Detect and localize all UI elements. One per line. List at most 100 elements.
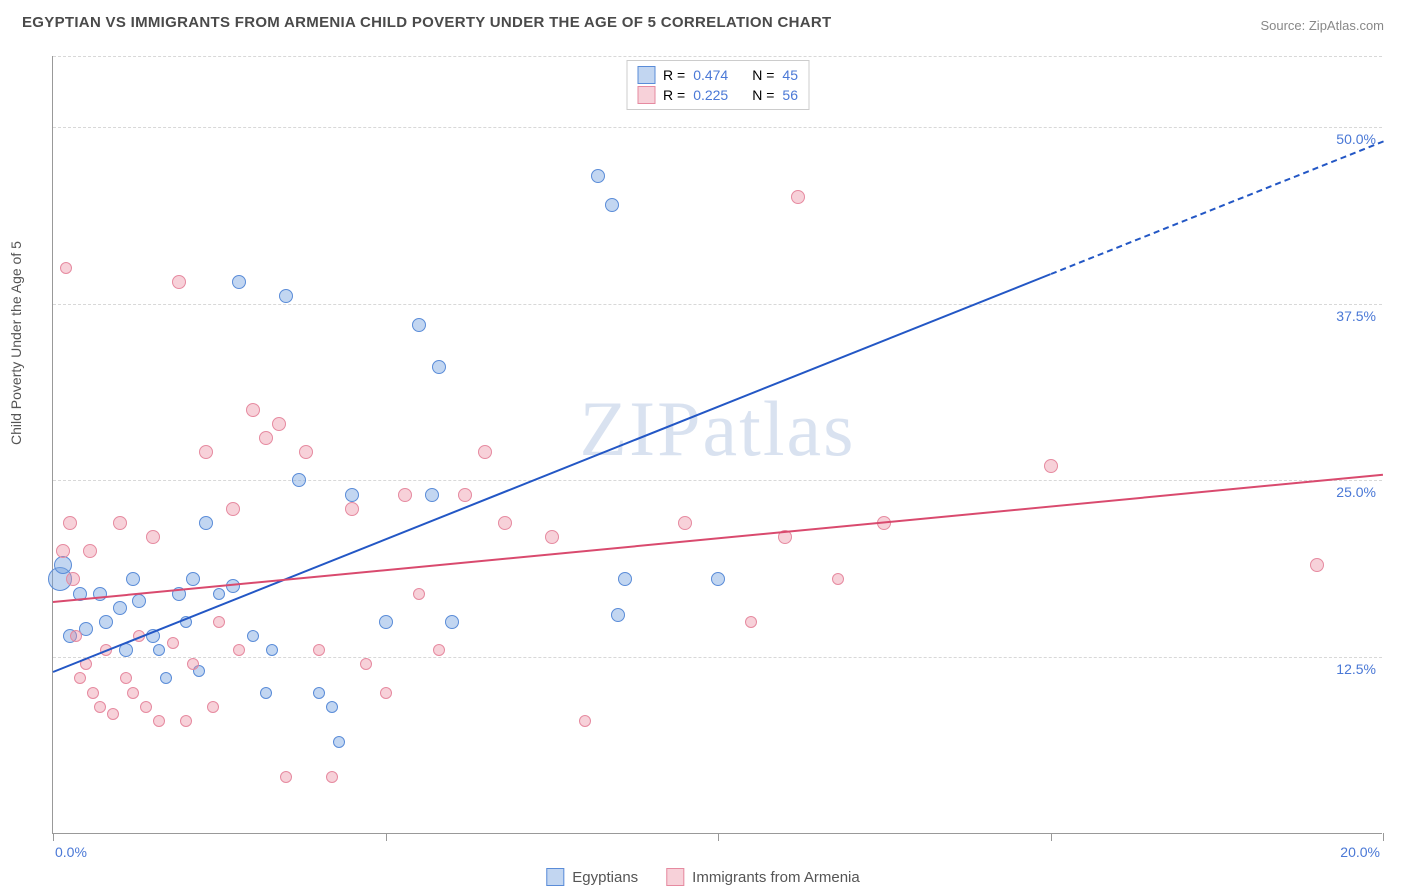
x-tick xyxy=(53,833,54,841)
y-tick-label: 37.5% xyxy=(1336,308,1376,324)
data-point xyxy=(186,572,200,586)
data-point xyxy=(120,672,132,684)
chart-title: EGYPTIAN VS IMMIGRANTS FROM ARMENIA CHIL… xyxy=(22,14,831,31)
legend-label: Egyptians xyxy=(572,869,638,886)
data-point xyxy=(579,715,591,727)
data-point xyxy=(345,502,359,516)
legend: Egyptians Immigrants from Armenia xyxy=(546,868,859,886)
stat-label: N = xyxy=(752,87,774,103)
data-point xyxy=(199,445,213,459)
data-point xyxy=(233,644,245,656)
data-point xyxy=(379,615,393,629)
stats-row: R = 0.225 N = 56 xyxy=(637,85,798,105)
data-point xyxy=(259,431,273,445)
data-point xyxy=(246,403,260,417)
stat-label: N = xyxy=(752,67,774,83)
data-point xyxy=(458,488,472,502)
x-tick xyxy=(386,833,387,841)
data-point xyxy=(74,672,86,684)
swatch-icon xyxy=(637,86,655,104)
data-point xyxy=(99,615,113,629)
data-point xyxy=(167,637,179,649)
data-point xyxy=(1044,459,1058,473)
data-point xyxy=(791,190,805,204)
data-point xyxy=(113,516,127,530)
y-tick-label: 25.0% xyxy=(1336,484,1376,500)
data-point xyxy=(545,530,559,544)
data-point xyxy=(618,572,632,586)
gridline xyxy=(53,56,1382,57)
data-point xyxy=(611,608,625,622)
data-point xyxy=(140,701,152,713)
data-point xyxy=(127,687,139,699)
stat-label: R = xyxy=(663,87,685,103)
data-point xyxy=(498,516,512,530)
stat-value: 0.225 xyxy=(693,87,728,103)
stat-value: 0.474 xyxy=(693,67,728,83)
swatch-icon xyxy=(637,66,655,84)
data-point xyxy=(398,488,412,502)
data-point xyxy=(260,687,272,699)
data-point xyxy=(360,658,372,670)
data-point xyxy=(213,588,225,600)
data-point xyxy=(711,572,725,586)
data-point xyxy=(313,644,325,656)
data-point xyxy=(180,715,192,727)
data-point xyxy=(1310,558,1324,572)
data-point xyxy=(83,544,97,558)
gridline xyxy=(53,657,1382,658)
data-point xyxy=(380,687,392,699)
data-point xyxy=(160,672,172,684)
gridline xyxy=(53,304,1382,305)
x-tick-label: 0.0% xyxy=(55,844,87,860)
data-point xyxy=(333,736,345,748)
data-point xyxy=(425,488,439,502)
x-tick xyxy=(1051,833,1052,841)
data-point xyxy=(146,530,160,544)
stat-value: 56 xyxy=(782,87,798,103)
swatch-icon xyxy=(666,868,684,886)
swatch-icon xyxy=(546,868,564,886)
data-point xyxy=(70,630,82,642)
data-point xyxy=(232,275,246,289)
data-point xyxy=(266,644,278,656)
data-point xyxy=(63,516,77,530)
data-point xyxy=(54,556,72,574)
data-point xyxy=(478,445,492,459)
data-point xyxy=(199,516,213,530)
data-point xyxy=(413,588,425,600)
data-point xyxy=(292,473,306,487)
legend-label: Immigrants from Armenia xyxy=(692,869,860,886)
data-point xyxy=(60,262,72,274)
data-point xyxy=(279,289,293,303)
x-tick xyxy=(718,833,719,841)
data-point xyxy=(187,658,199,670)
data-point xyxy=(107,708,119,720)
data-point xyxy=(226,502,240,516)
data-point xyxy=(66,572,80,586)
data-point xyxy=(172,275,186,289)
data-point xyxy=(832,573,844,585)
data-point xyxy=(153,715,165,727)
data-point xyxy=(605,198,619,212)
data-point xyxy=(299,445,313,459)
data-point xyxy=(113,601,127,615)
x-tick xyxy=(1383,833,1384,841)
data-point xyxy=(213,616,225,628)
x-tick-label: 20.0% xyxy=(1340,844,1380,860)
trend-line xyxy=(1050,141,1383,275)
data-point xyxy=(345,488,359,502)
trend-line xyxy=(53,274,1051,674)
data-point xyxy=(432,360,446,374)
data-point xyxy=(126,572,140,586)
watermark: ZIPatlas xyxy=(580,384,856,474)
y-tick-label: 12.5% xyxy=(1336,661,1376,677)
data-point xyxy=(313,687,325,699)
data-point xyxy=(247,630,259,642)
stat-value: 45 xyxy=(782,67,798,83)
data-point xyxy=(132,594,146,608)
plot-area: ZIPatlas R = 0.474 N = 45 R = 0.225 N = … xyxy=(52,56,1382,834)
data-point xyxy=(326,701,338,713)
data-point xyxy=(87,687,99,699)
data-point xyxy=(591,169,605,183)
